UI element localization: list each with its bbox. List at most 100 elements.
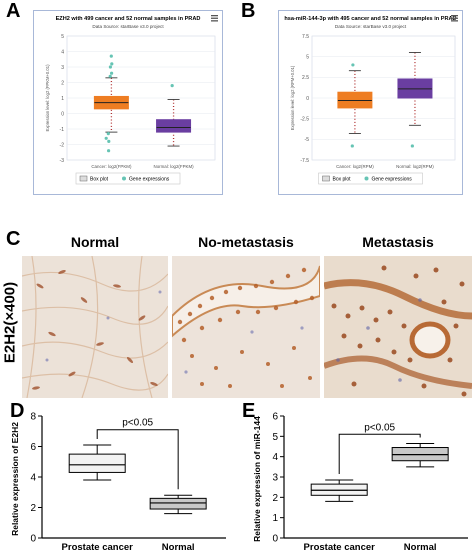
box-series-0: [68, 444, 126, 481]
micrograph-normal-image: [22, 256, 168, 398]
menu-icon-bar: [211, 17, 218, 19]
y-tick-label: 4: [61, 49, 64, 55]
significance-bracket: [338, 433, 421, 475]
significance-bracket: [96, 429, 179, 490]
chart-subtitle: Data Source: starBase v3.0 project: [92, 24, 164, 29]
box-series-1: [149, 494, 207, 515]
y-tick-label: 4: [30, 473, 36, 484]
menu-icon-bar: [211, 15, 218, 17]
legend: Box plot Gene expressions: [75, 172, 181, 185]
menu-icon: [451, 15, 458, 22]
chart-title: EZH2 with 499 cancer and 52 normal sampl…: [56, 16, 201, 22]
outlier-point: [107, 139, 111, 143]
x-tick-label: Prostate cancer: [62, 542, 134, 550]
y-tick-label: -5: [305, 137, 310, 143]
x-tick-label: Cancer: log2(FPKM): [91, 164, 132, 169]
micrograph-no-metastasis: [172, 256, 320, 398]
menu-icon: [211, 15, 218, 22]
micrograph-title-no-metastasis: No-metastasis: [198, 234, 294, 250]
y-tick-label: 6: [30, 442, 36, 453]
legend: Box plot Gene expressions: [318, 172, 423, 185]
y-tick-label: -7.5: [300, 158, 309, 164]
y-axis-label: Expression level: log2 (FPKM+0.01): [45, 64, 50, 132]
panel-letter-e: E: [242, 400, 256, 422]
legend-box-swatch-icon: [79, 175, 88, 182]
micrograph-normal: [22, 256, 168, 398]
outlier-point: [351, 63, 355, 67]
chart-d-boxplot: 0 2 4 6 8 Relative expression of E2H2 Prostate…: [10, 412, 226, 550]
micrograph-metastasis: [324, 256, 472, 398]
y-tick-label: 0: [61, 111, 64, 117]
panel-letter-b: B: [241, 0, 256, 22]
chart-title: hsa-miR-144-3p with 495 cancer and 52 no…: [284, 16, 456, 22]
y-tick-label: 2: [61, 80, 64, 86]
box-series-1: [391, 442, 449, 468]
chart-e-boxplot: 0 1 2 3 4 5 6 Relative expression of miR-144 Pro…: [252, 412, 468, 550]
x-tick-label: Cancer: log2(RPM): [336, 164, 374, 169]
y-tick-label: 2: [272, 493, 278, 504]
box-series-1: [156, 84, 192, 147]
micrograph-title-normal: Normal: [70, 234, 120, 250]
y-tick-label: 3: [61, 65, 64, 71]
y-tick-label: 7.5: [302, 34, 309, 40]
y-tick-label: -2: [60, 142, 65, 148]
micrograph-no-metastasis-image: [172, 256, 320, 398]
y-tick-label: 0: [30, 534, 36, 545]
x-tick-label: Normal: [404, 542, 437, 550]
micrograph-title-metastasis: Metastasis: [362, 234, 434, 250]
micrograph-side-label-text: E2H2(×400): [1, 281, 19, 364]
outlier-point: [104, 136, 108, 140]
y-tick-label: 6: [272, 412, 278, 423]
legend-box-swatch-icon: [322, 175, 330, 182]
y-tick-label: 5: [306, 54, 309, 60]
y-tick-label: 4: [272, 452, 278, 463]
panel-letter-a: A: [6, 0, 21, 22]
y-tick-label: 5: [61, 34, 64, 40]
legend-frame: [318, 172, 423, 185]
y-tick-label: -3: [60, 158, 65, 164]
significance-label: p<0.05: [122, 418, 153, 429]
box: [149, 497, 207, 510]
y-tick-label: 5: [272, 432, 278, 443]
micrograph-side-label: E2H2(×400): [0, 250, 21, 400]
outlier-point: [410, 144, 414, 148]
y-axis-label: Relative expression of miR-144: [252, 416, 262, 542]
outlier-point: [108, 74, 112, 78]
chart-b-starbase-boxplot: hsa-miR-144-3p with 495 cancer and 52 no…: [278, 10, 463, 195]
chart-a-starbase-boxplot: EZH2 with 499 cancer and 52 normal sampl…: [33, 10, 223, 195]
legend-label-box-plot: Box plot: [90, 177, 109, 183]
box-series-1: [397, 52, 433, 148]
y-axis-label: Expression level: log2 (RPM+0.01): [290, 65, 295, 130]
legend-frame: [75, 172, 181, 185]
x-tick-label: Prostate cancer: [304, 542, 376, 550]
panel-letter-c: C: [6, 228, 21, 250]
significance-label: p<0.05: [364, 422, 395, 433]
y-tick-label: 1: [272, 513, 278, 524]
legend-label-box-plot: Box plot: [333, 177, 352, 183]
box-series-0: [93, 54, 129, 153]
legend-dot-icon: [122, 176, 126, 181]
y-tick-label: 3: [272, 473, 278, 484]
outlier-point: [170, 84, 174, 88]
box-series-0: [337, 63, 373, 148]
legend-dot-icon: [364, 176, 369, 181]
legend-label-gene-expressions: Gene expressions: [129, 177, 170, 183]
outlier-point: [108, 65, 112, 69]
legend-label-gene-expressions: Gene expressions: [372, 177, 413, 183]
y-tick-label: 1: [61, 96, 64, 102]
box: [68, 453, 126, 473]
outlier-point: [109, 54, 113, 58]
box: [156, 119, 192, 133]
x-tick-label: Normal: log2(FPKM): [154, 164, 195, 169]
y-tick-label: 2.5: [302, 75, 309, 81]
chart-subtitle: Data Source: starBase v3.0 project: [335, 24, 407, 29]
y-tick-label: 0: [272, 534, 278, 545]
menu-icon-bar: [451, 17, 458, 19]
menu-icon-bar: [451, 20, 458, 22]
outlier-point: [110, 62, 114, 66]
x-tick-label: Normal: [162, 542, 195, 550]
micrograph-metastasis-image: [324, 256, 472, 398]
menu-icon-bar: [451, 15, 458, 17]
y-axis-label: Relative expression of E2H2: [10, 422, 20, 536]
menu-icon-bar: [211, 20, 218, 22]
